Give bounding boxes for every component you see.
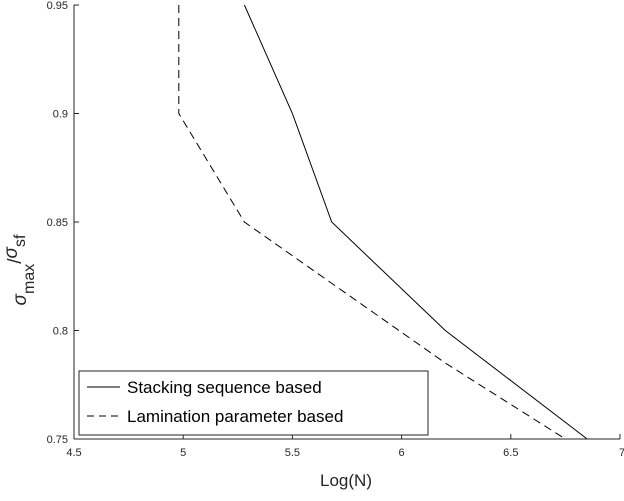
y-tick-label: 0.85 xyxy=(47,217,68,229)
x-tick-label: 7 xyxy=(619,447,624,459)
legend-box xyxy=(78,370,429,436)
x-axis-label: Log(N) xyxy=(320,471,372,490)
y-axis-ticks: 0.75 0.8 0.85 0.9 0.95 xyxy=(47,0,79,446)
legend: Stacking sequence based Lamination param… xyxy=(78,370,429,436)
x-tick-label: 5 xyxy=(180,447,186,459)
y-axis-sigma-1: σ xyxy=(10,292,31,305)
x-tick-label: 4.5 xyxy=(66,447,81,459)
series-line-stacking xyxy=(243,4,588,440)
x-tick-label: 6 xyxy=(399,447,405,459)
y-tick-label: 0.9 xyxy=(53,109,68,121)
x-tick-label: 5.5 xyxy=(285,447,300,459)
y-tick-label: 0.75 xyxy=(47,434,68,446)
legend-label-lamination: Lamination parameter based xyxy=(127,407,343,426)
y-tick-label: 0.8 xyxy=(53,326,68,338)
x-axis-ticks: 4.5 5 5.5 6 6.5 7 xyxy=(66,434,624,459)
y-axis-label: σmax/σsf xyxy=(1,234,38,305)
y-axis-sigma-2: σ xyxy=(1,245,22,258)
series-line-lamination xyxy=(178,5,566,440)
y-axis-slash: / xyxy=(5,258,26,264)
plot-area xyxy=(178,4,588,440)
x-tick-label: 6.5 xyxy=(503,447,518,459)
svg-text:σmax/σsf: σmax/σsf xyxy=(1,234,38,305)
y-axis-sub-sf: sf xyxy=(12,234,29,247)
y-axis-sub-max: max xyxy=(21,264,38,294)
legend-label-stacking: Stacking sequence based xyxy=(127,378,322,397)
y-tick-label: 0.95 xyxy=(47,0,68,12)
